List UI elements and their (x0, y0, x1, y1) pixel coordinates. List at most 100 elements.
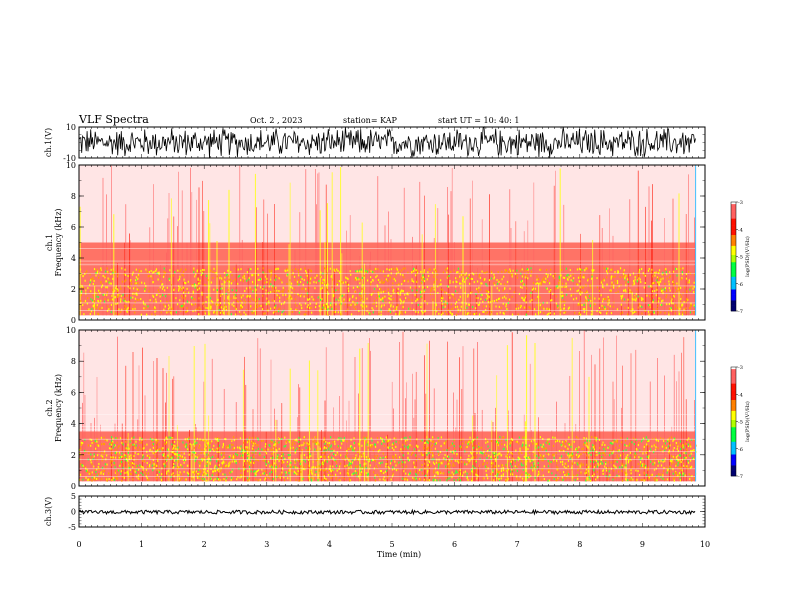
ch2-spectrogram-speckle (313, 477, 315, 480)
ch1-spectrogram-speckle (346, 283, 348, 286)
ch2-spectrogram-speckle (448, 455, 450, 458)
ch1-spectrogram-speckle (573, 287, 575, 290)
ch1-spectrogram-speckle (603, 267, 605, 270)
ch1-spectrogram-speckle (473, 281, 475, 284)
ch2-spectrogram-speckle (218, 470, 220, 473)
ch1-spectrogram-speckle (606, 267, 608, 270)
ch2-spectrogram-speckle (537, 449, 539, 452)
ch1-spectrogram-speckle (589, 295, 591, 298)
ch2-spectrogram-speckle (160, 478, 163, 481)
ch1-spectrogram-speckle (397, 291, 399, 294)
ch1-spectrogram-speckle (433, 276, 435, 279)
ch1-spectrogram-speckle (447, 308, 449, 311)
ch2-spectrogram-speckle (95, 478, 98, 481)
ch1-spectrogram-speckle (666, 303, 668, 306)
ch2-spectrogram-speckle (195, 451, 197, 454)
ch2-spectrogram-speckle (122, 469, 124, 472)
ch1-spectrogram-speckle (203, 268, 205, 271)
ch1-spectrogram-speckle (146, 270, 148, 273)
ch2-spectrogram-speckle (590, 453, 592, 456)
ch2-spectrogram-speckle (558, 450, 560, 453)
ch1-spectrogram-speckle (89, 312, 91, 315)
ch1-spectrogram-speckle (662, 289, 664, 292)
ch1-spectrogram-speckle (362, 301, 364, 304)
ch2-spectrogram-speckle (119, 456, 121, 459)
ch2-spectrogram-speckle (95, 447, 97, 450)
ch1-spectrogram-speckle (478, 313, 481, 316)
ch1-spectrogram-speckle (591, 275, 593, 278)
ch1-spectrogram-speckle (568, 276, 570, 279)
ch2-spectrogram-speckle (652, 463, 654, 466)
ch1-spectrogram-speckle (551, 299, 553, 302)
ch1-spectrogram-speckle (674, 308, 676, 311)
ch1-spectrogram-speckle (519, 269, 521, 272)
ch1-spectrogram-speckle (436, 310, 438, 313)
ch2-spectrogram-speckle (505, 455, 507, 458)
ch2-spectrogram-speckle (347, 468, 349, 471)
ch2-spectrogram-speckle (287, 477, 289, 480)
ch1-spectrogram-speckle (511, 275, 513, 278)
ch1-spectrogram-speckle (291, 273, 293, 276)
ch2-spectrogram-speckle (241, 448, 243, 451)
ch2-spectrogram-speckle (493, 453, 495, 456)
ch1-spectrogram-speckle (390, 298, 392, 301)
ch2-spectrogram-speckle (363, 463, 365, 466)
ch1-spectrogram-speckle (576, 283, 578, 286)
ch2-spectrogram-speckle (308, 442, 310, 445)
ch2-spectrogram-speckle (212, 470, 215, 473)
ch1-spectrogram-speckle (380, 290, 382, 293)
ch1-spectrogram-speckle (117, 294, 120, 297)
ch2-spectrogram-speckle (175, 474, 177, 477)
ch2-spectrogram-speckle (154, 455, 156, 458)
ch2-spectrogram-speckle (528, 458, 530, 461)
ch1-spectrogram-speckle (480, 288, 482, 291)
ch2-spectrogram-speckle (601, 452, 603, 455)
ch2-spectrogram-speckle (586, 466, 588, 469)
ch1-spectrogram-speckle (674, 267, 677, 270)
ch1-spectrogram-speckle (479, 272, 481, 275)
ch1-spectrogram-speckle (132, 271, 134, 274)
ch2-spectrogram-speckle (687, 443, 689, 446)
ch2-spectrogram-speckle (371, 443, 373, 446)
ch2-spectrogram-speckle (135, 471, 137, 474)
ch2-spectrogram-speckle (284, 457, 286, 460)
ch1-spectrogram-speckle (195, 286, 198, 289)
ch1-spectrogram-speckle (635, 311, 637, 314)
ch2-spectrogram-speckle (679, 459, 681, 462)
ch2-spectrogram-speckle (243, 468, 245, 471)
ch2-spectrogram-speckle (324, 469, 326, 472)
ch1-spectrogram-speckle (390, 268, 392, 271)
ch2-spectrogram-speckle (676, 458, 678, 461)
ch2-spectrogram-speckle (91, 479, 93, 482)
ch2-spectrogram-speckle (615, 466, 617, 469)
ch2-spectrogram-speckle (361, 444, 363, 447)
ch1-spectrogram-speckle (310, 311, 313, 314)
ch2-spectrogram-speckle (386, 458, 388, 461)
ch1-spectrogram-speckle (378, 295, 381, 298)
ch2-spectrogram-speckle (123, 462, 125, 465)
ch2-spectrogram-speckle (276, 456, 278, 459)
ch1-spectrogram-speckle (672, 280, 675, 283)
ch2-spectrogram-speckle (323, 446, 326, 449)
ch2-spectrogram-speckle (164, 464, 166, 467)
ch2-spectrogram-speckle (318, 443, 320, 446)
ch1-spectrogram-speckle (657, 304, 659, 307)
ch2-spectrogram-speckle (553, 460, 555, 463)
ch1-spectrogram-speckle (547, 273, 549, 276)
ch2-spectrogram-speckle (142, 447, 144, 450)
ch1-spectrogram-speckle (613, 301, 615, 304)
ch1-spectrogram-speckle (422, 286, 424, 289)
ch2-spectrogram-speckle (626, 473, 628, 476)
ch1-spectrogram-speckle (593, 269, 595, 272)
ch1-spectrogram-speckle (301, 307, 303, 310)
ch1-spectrogram-speckle (186, 306, 188, 309)
ch1-spectrogram-speckle (430, 290, 432, 293)
ch2-spectrogram-speckle (294, 465, 296, 468)
ch2-spectrogram-speckle (269, 477, 271, 480)
ch2-spectrogram-speckle (631, 466, 633, 469)
ch1-spectrogram-speckle (252, 312, 254, 315)
ch1-spectrogram-speckle (452, 293, 454, 296)
ch1-spectrogram-speckle (318, 305, 320, 308)
ch1-spectrogram-speckle (270, 271, 272, 274)
ch2-spectrogram-speckle (662, 474, 664, 477)
